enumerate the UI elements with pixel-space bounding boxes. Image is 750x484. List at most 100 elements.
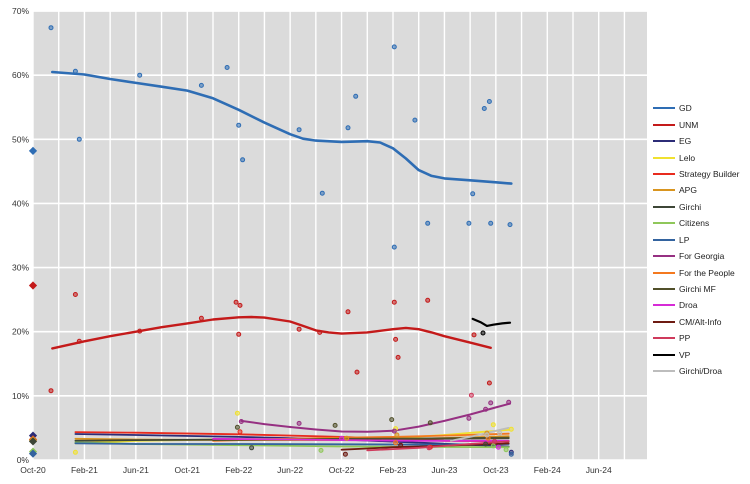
poll-point-lelo <box>72 449 78 455</box>
legend-item-for-the-people: For the People <box>653 264 750 280</box>
legend-item-citizens: Citizens <box>653 215 750 231</box>
x-tick-label: Feb-22 <box>225 465 252 475</box>
poll-point-gd <box>72 68 78 74</box>
legend-item-lelo: Lelo <box>653 149 750 165</box>
poll-point-unm <box>237 302 243 308</box>
poll-point-lp <box>508 451 514 457</box>
poll-point-pp <box>468 392 474 398</box>
legend-label: APG <box>679 185 697 196</box>
election-result-marker-girchi <box>28 437 38 446</box>
legend-line-swatch <box>653 205 675 208</box>
poll-point-for-georgia <box>296 420 302 426</box>
legend-line-swatch <box>653 370 675 373</box>
poll-point-unm <box>198 315 204 321</box>
poll-point-for-georgia <box>488 400 494 406</box>
poll-point-gd <box>296 127 302 133</box>
poll-point-for-the-people <box>393 440 399 446</box>
trend-line-gd <box>50 70 513 185</box>
poll-point-unm <box>72 292 78 297</box>
legend-line-swatch <box>653 123 675 126</box>
poll-point-for-georgia <box>238 419 244 424</box>
poll-point-lelo <box>508 426 514 432</box>
legend-label: LP <box>679 234 690 245</box>
poll-point-unm <box>317 329 323 335</box>
legend-line-swatch <box>653 156 675 159</box>
poll-point-apg <box>344 435 350 441</box>
poll-point-girchi <box>249 445 255 451</box>
poll-point-unm <box>345 309 351 315</box>
legend-item-girchi-droa: Girchi/Droa <box>653 363 750 379</box>
election-result-marker-unm <box>28 281 38 290</box>
poll-point-cm-alt-info <box>342 451 348 457</box>
legend-line-swatch <box>653 189 675 192</box>
y-tick-label: 70% <box>12 6 29 16</box>
trend-line-unm <box>51 315 492 350</box>
legend-label: Girchi/Droa <box>679 366 722 377</box>
poll-point-gd <box>236 122 242 128</box>
legend-line-swatch <box>653 320 675 323</box>
poll-point-gd <box>391 44 397 50</box>
poll-point-girchi <box>483 441 489 447</box>
legend-line-swatch <box>653 271 675 274</box>
legend-label: UNM <box>679 119 699 130</box>
poll-point-gd <box>466 220 472 226</box>
x-tick-label: Feb-21 <box>71 465 98 475</box>
poll-point-for-georgia <box>391 428 397 434</box>
poll-point-unm <box>425 297 431 303</box>
legend-item-pp: PP <box>653 330 750 346</box>
poll-point-for-georgia <box>466 415 472 421</box>
poll-point-gd <box>319 190 325 196</box>
poll-point-unm <box>76 338 82 344</box>
election-result-marker-lp <box>28 449 38 458</box>
legend-line-swatch <box>653 238 675 241</box>
x-tick-label: Oct-23 <box>483 465 509 475</box>
poll-point-cm-alt-info <box>398 442 404 448</box>
poll-point-unm <box>395 354 401 360</box>
poll-point-pp <box>492 438 498 444</box>
poll-point-unm <box>393 336 399 342</box>
legend-item-droa: Droa <box>653 297 750 313</box>
trend-line-lp <box>74 442 510 446</box>
legend-line-swatch <box>653 172 675 175</box>
poll-point-citizens <box>490 443 496 449</box>
legend-line-swatch <box>653 337 675 340</box>
legend-line-swatch <box>653 304 675 307</box>
poll-point-girchi-mf <box>427 420 433 426</box>
legend-label: Lelo <box>679 152 696 163</box>
poll-point-lelo <box>234 410 240 416</box>
poll-point-gd <box>345 125 351 131</box>
poll-point-gd <box>353 93 359 99</box>
poll-point-gd <box>137 72 143 78</box>
poll-point-gd <box>198 82 204 88</box>
legend-item-gd: GD <box>653 100 750 116</box>
x-tick-label: Oct-21 <box>175 465 201 475</box>
poll-point-gd <box>240 157 246 163</box>
legend-item-girchi: Girchi <box>653 199 750 215</box>
legend-item-vp: VP <box>653 347 750 363</box>
plot-background <box>33 11 647 461</box>
poll-point-gd <box>507 222 513 228</box>
x-tick-label: Feb-23 <box>380 465 407 475</box>
chart-legend: GD UNM EG Lelo Strategy Builder APG Girchi Citi… <box>653 100 750 379</box>
poll-point-gd <box>391 244 397 250</box>
legend-label: CM/Alt-Info <box>679 316 722 327</box>
poll-point-for-georgia <box>483 406 489 412</box>
poll-point-for-georgia <box>506 399 512 405</box>
legend-item-unm: UNM <box>653 116 750 132</box>
legend-label: EG <box>679 136 692 147</box>
legend-label: Citizens <box>679 218 710 229</box>
y-tick-label: 40% <box>12 198 29 208</box>
y-tick-label: 30% <box>12 263 29 273</box>
legend-line-swatch <box>653 107 675 110</box>
poll-point-droa <box>339 435 345 441</box>
legend-line-swatch <box>653 255 675 258</box>
legend-label: Girchi <box>679 201 702 212</box>
poll-point-girchi-mf <box>332 422 338 428</box>
legend-item-apg: APG <box>653 182 750 198</box>
legend-line-swatch <box>653 288 675 291</box>
poll-point-girchi-droa <box>497 430 503 436</box>
trend-line-for-georgia <box>240 402 511 433</box>
legend-item-for-georgia: For Georgia <box>653 248 750 264</box>
y-tick-label: 20% <box>12 327 29 337</box>
